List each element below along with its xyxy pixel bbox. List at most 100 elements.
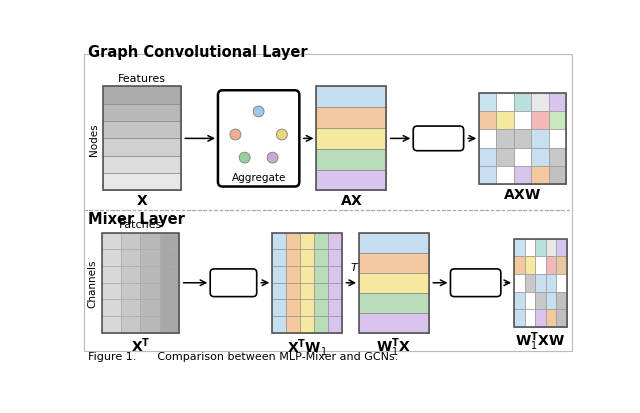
FancyBboxPatch shape	[102, 266, 121, 283]
FancyBboxPatch shape	[514, 292, 525, 309]
FancyBboxPatch shape	[160, 233, 179, 250]
FancyBboxPatch shape	[546, 274, 556, 292]
FancyBboxPatch shape	[479, 93, 497, 112]
Text: $\mathbf{X}^\mathbf{T}\mathbf{W}_1$: $\mathbf{X}^\mathbf{T}\mathbf{W}_1$	[287, 336, 327, 357]
FancyBboxPatch shape	[479, 112, 497, 130]
FancyBboxPatch shape	[479, 148, 497, 166]
Text: $\mathbf{W}_1^\mathbf{T}\mathbf{XW}$: $\mathbf{W}_1^\mathbf{T}\mathbf{XW}$	[515, 330, 565, 352]
FancyBboxPatch shape	[497, 166, 514, 185]
FancyBboxPatch shape	[359, 253, 429, 273]
FancyBboxPatch shape	[102, 250, 121, 266]
Circle shape	[253, 107, 264, 118]
FancyBboxPatch shape	[556, 274, 566, 292]
FancyBboxPatch shape	[546, 309, 556, 327]
Circle shape	[276, 130, 287, 140]
FancyBboxPatch shape	[328, 283, 342, 300]
FancyBboxPatch shape	[272, 300, 286, 316]
FancyBboxPatch shape	[286, 266, 300, 283]
FancyBboxPatch shape	[514, 257, 525, 274]
FancyBboxPatch shape	[531, 130, 548, 148]
FancyBboxPatch shape	[272, 233, 286, 250]
FancyBboxPatch shape	[479, 166, 497, 185]
FancyBboxPatch shape	[103, 139, 180, 157]
FancyBboxPatch shape	[328, 266, 342, 283]
Text: Mixer Layer: Mixer Layer	[88, 211, 184, 227]
FancyBboxPatch shape	[286, 316, 300, 333]
FancyBboxPatch shape	[272, 250, 286, 266]
FancyBboxPatch shape	[314, 316, 328, 333]
FancyBboxPatch shape	[300, 266, 314, 283]
FancyBboxPatch shape	[102, 233, 121, 250]
FancyBboxPatch shape	[535, 239, 546, 257]
Text: $\mathbf{X}^\mathbf{T}$: $\mathbf{X}^\mathbf{T}$	[131, 336, 150, 355]
Text: Aggregate: Aggregate	[232, 173, 286, 183]
FancyBboxPatch shape	[286, 250, 300, 266]
Text: Channels: Channels	[87, 259, 97, 307]
FancyBboxPatch shape	[535, 292, 546, 309]
FancyBboxPatch shape	[514, 148, 531, 166]
Text: $\mathbf{AX}$: $\mathbf{AX}$	[340, 194, 363, 208]
FancyBboxPatch shape	[531, 93, 548, 112]
FancyBboxPatch shape	[300, 316, 314, 333]
FancyBboxPatch shape	[525, 257, 535, 274]
FancyBboxPatch shape	[121, 316, 140, 333]
FancyBboxPatch shape	[548, 112, 566, 130]
FancyBboxPatch shape	[102, 283, 121, 300]
FancyBboxPatch shape	[514, 309, 525, 327]
FancyBboxPatch shape	[286, 233, 300, 250]
FancyBboxPatch shape	[103, 122, 180, 139]
FancyBboxPatch shape	[359, 273, 429, 293]
Circle shape	[230, 130, 241, 140]
FancyBboxPatch shape	[535, 309, 546, 327]
FancyBboxPatch shape	[272, 316, 286, 333]
FancyBboxPatch shape	[121, 283, 140, 300]
FancyBboxPatch shape	[548, 148, 566, 166]
FancyBboxPatch shape	[218, 91, 300, 187]
FancyBboxPatch shape	[121, 266, 140, 283]
FancyBboxPatch shape	[525, 239, 535, 257]
FancyBboxPatch shape	[514, 274, 525, 292]
FancyBboxPatch shape	[314, 300, 328, 316]
FancyBboxPatch shape	[328, 233, 342, 250]
FancyBboxPatch shape	[531, 112, 548, 130]
FancyBboxPatch shape	[300, 233, 314, 250]
FancyBboxPatch shape	[286, 300, 300, 316]
FancyBboxPatch shape	[525, 274, 535, 292]
Text: Features: Features	[118, 74, 166, 83]
FancyBboxPatch shape	[300, 283, 314, 300]
FancyBboxPatch shape	[102, 300, 121, 316]
Text: Graph Convolutional Layer: Graph Convolutional Layer	[88, 45, 307, 60]
FancyBboxPatch shape	[103, 104, 180, 122]
FancyBboxPatch shape	[300, 250, 314, 266]
FancyBboxPatch shape	[525, 292, 535, 309]
Circle shape	[267, 153, 278, 164]
FancyBboxPatch shape	[548, 93, 566, 112]
FancyBboxPatch shape	[121, 300, 140, 316]
FancyBboxPatch shape	[316, 170, 386, 191]
Text: MLP: MLP	[222, 283, 244, 294]
FancyBboxPatch shape	[525, 309, 535, 327]
FancyBboxPatch shape	[328, 250, 342, 266]
FancyBboxPatch shape	[328, 316, 342, 333]
FancyBboxPatch shape	[160, 300, 179, 316]
FancyBboxPatch shape	[160, 316, 179, 333]
FancyBboxPatch shape	[359, 313, 429, 333]
FancyBboxPatch shape	[300, 300, 314, 316]
Text: channel-: channel-	[451, 274, 500, 284]
Text: $\mathbf{AXW}$: $\mathbf{AXW}$	[504, 188, 541, 202]
FancyBboxPatch shape	[514, 166, 531, 185]
FancyBboxPatch shape	[556, 239, 566, 257]
FancyBboxPatch shape	[546, 239, 556, 257]
FancyBboxPatch shape	[103, 157, 180, 173]
FancyBboxPatch shape	[531, 148, 548, 166]
FancyBboxPatch shape	[497, 130, 514, 148]
FancyBboxPatch shape	[497, 148, 514, 166]
FancyBboxPatch shape	[535, 274, 546, 292]
FancyBboxPatch shape	[160, 283, 179, 300]
Text: T: T	[350, 262, 357, 272]
FancyBboxPatch shape	[286, 283, 300, 300]
FancyBboxPatch shape	[272, 266, 286, 283]
FancyBboxPatch shape	[556, 257, 566, 274]
FancyBboxPatch shape	[359, 233, 429, 253]
FancyBboxPatch shape	[514, 130, 531, 148]
